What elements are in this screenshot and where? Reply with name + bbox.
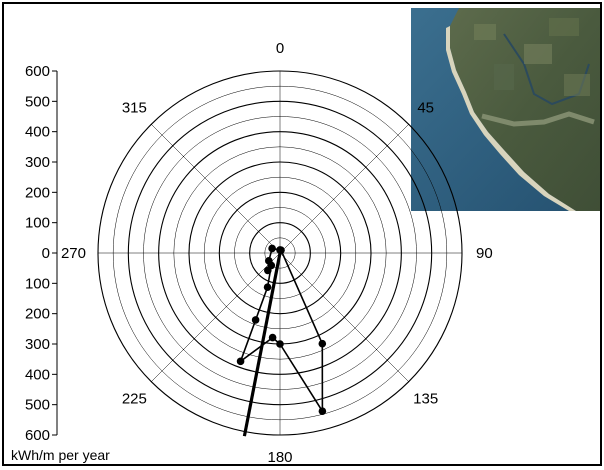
data-point [268, 333, 277, 342]
data-point [251, 316, 260, 324]
angle-label-135: 135 [413, 391, 438, 408]
angle-label-0: 0 [276, 40, 284, 57]
axis-tick-label: 0 [42, 245, 50, 262]
inset-field [524, 44, 552, 64]
inset-field [564, 74, 590, 96]
angle-label-45: 45 [417, 99, 434, 116]
data-point [318, 407, 327, 416]
data-point [263, 283, 272, 292]
polar-chart: 600 500 400 300 200 100 0 100 200 300 400 500 600 0 4… [11, 8, 600, 466]
grid-spoke [279, 124, 409, 254]
inset-river-mouth [481, 111, 595, 127]
data-point [236, 357, 245, 366]
angle-label-225: 225 [122, 391, 147, 408]
inset-field [549, 18, 579, 36]
inset-field [474, 24, 496, 40]
axis-tick-label: 600 [25, 63, 50, 80]
angle-label-270: 270 [61, 245, 86, 262]
axis-tick-label: 400 [25, 124, 50, 141]
grid-spoke [151, 252, 281, 382]
grid-spoke [151, 124, 281, 254]
axis-tick-label: 100 [25, 275, 50, 292]
axis-tick-label: 500 [25, 93, 50, 110]
grid-spoke [279, 252, 409, 382]
unit-label: kWh/m per year [11, 447, 110, 463]
angle-labels: 0 45 90 135 180 225 270 315 [61, 40, 493, 466]
angle-label-315: 315 [122, 99, 147, 116]
angle-label-90: 90 [476, 245, 493, 262]
axis-tick-label: 200 [25, 306, 50, 323]
polar-grid [97, 70, 463, 436]
axis-tick-label: 100 [25, 215, 50, 232]
axis-tick-label: 200 [25, 184, 50, 201]
inset-land [450, 8, 600, 211]
data-series [236, 244, 327, 437]
axis-tick-label: 300 [25, 336, 50, 353]
radial-axis: 600 500 400 300 200 100 0 100 200 300 400 500 600 [25, 63, 58, 444]
data-point [318, 339, 327, 348]
axis-tick-label: 400 [25, 366, 50, 383]
axis-tick-label: 300 [25, 154, 50, 171]
resultant-vector [242, 252, 282, 437]
satellite-inset [411, 8, 600, 211]
axis-tick-label: 500 [25, 397, 50, 414]
angle-label-180: 180 [267, 449, 292, 466]
data-point [276, 340, 284, 348]
data-point [277, 246, 285, 254]
inset-field [494, 64, 514, 90]
data-point [268, 244, 276, 253]
data-point [267, 261, 276, 270]
axis-tick-label: 600 [25, 427, 50, 444]
